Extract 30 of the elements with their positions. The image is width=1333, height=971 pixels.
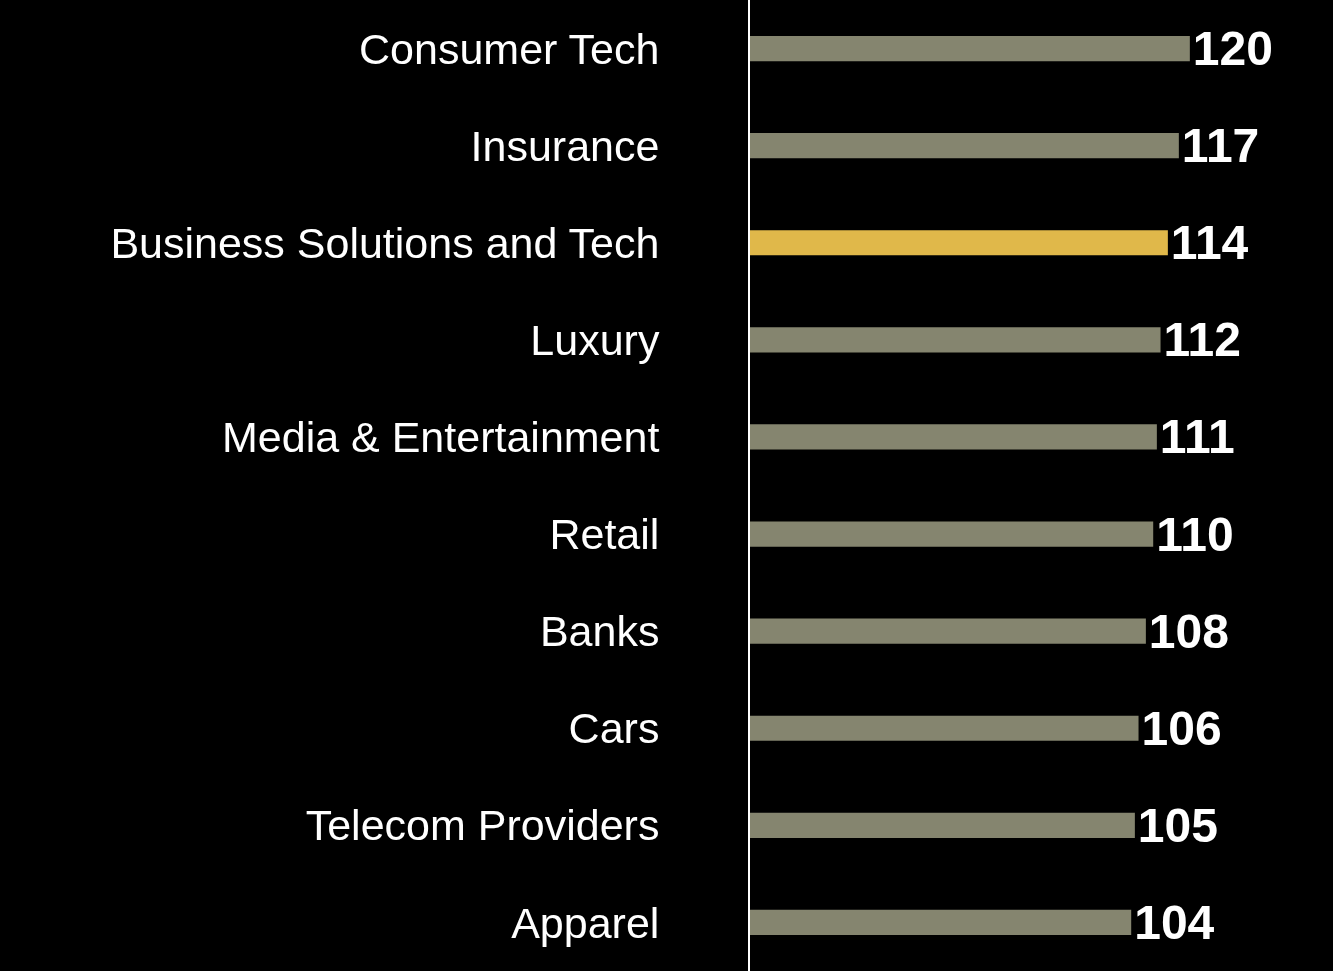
y-tick-label: Insurance bbox=[470, 121, 660, 170]
data-label: 120 bbox=[1192, 22, 1273, 76]
y-tick-label: Luxury bbox=[530, 315, 660, 364]
bar bbox=[750, 909, 1132, 936]
y-tick-label: Media & Entertainment bbox=[222, 413, 660, 461]
bar bbox=[750, 715, 1139, 741]
y-tick-label: Apparel bbox=[511, 898, 660, 947]
y-tick-label: Consumer Tech bbox=[359, 24, 660, 73]
data-label: 112 bbox=[1163, 313, 1241, 367]
bar bbox=[750, 327, 1161, 353]
y-tick-label: Banks bbox=[539, 607, 660, 656]
data-label: 114 bbox=[1170, 216, 1249, 270]
bar bbox=[750, 133, 1179, 159]
bar bbox=[750, 424, 1157, 450]
y-tick-label: Business Solutions and Tech bbox=[110, 218, 660, 267]
bar bbox=[750, 521, 1154, 547]
data-label: 117 bbox=[1181, 119, 1260, 173]
bar bbox=[750, 812, 1135, 838]
data-label: 105 bbox=[1137, 798, 1218, 852]
data-label: 108 bbox=[1148, 604, 1229, 658]
data-label: 111 bbox=[1159, 410, 1235, 464]
data-label: 106 bbox=[1141, 701, 1222, 755]
bar bbox=[750, 618, 1146, 644]
data-label: 110 bbox=[1156, 507, 1234, 561]
y-tick-label: Cars bbox=[568, 704, 660, 753]
bar bbox=[750, 35, 1190, 62]
data-label: 104 bbox=[1134, 895, 1215, 949]
bar bbox=[750, 230, 1168, 256]
y-tick-label: Retail bbox=[549, 510, 660, 559]
y-tick-label: Telecom Providers bbox=[305, 801, 660, 850]
